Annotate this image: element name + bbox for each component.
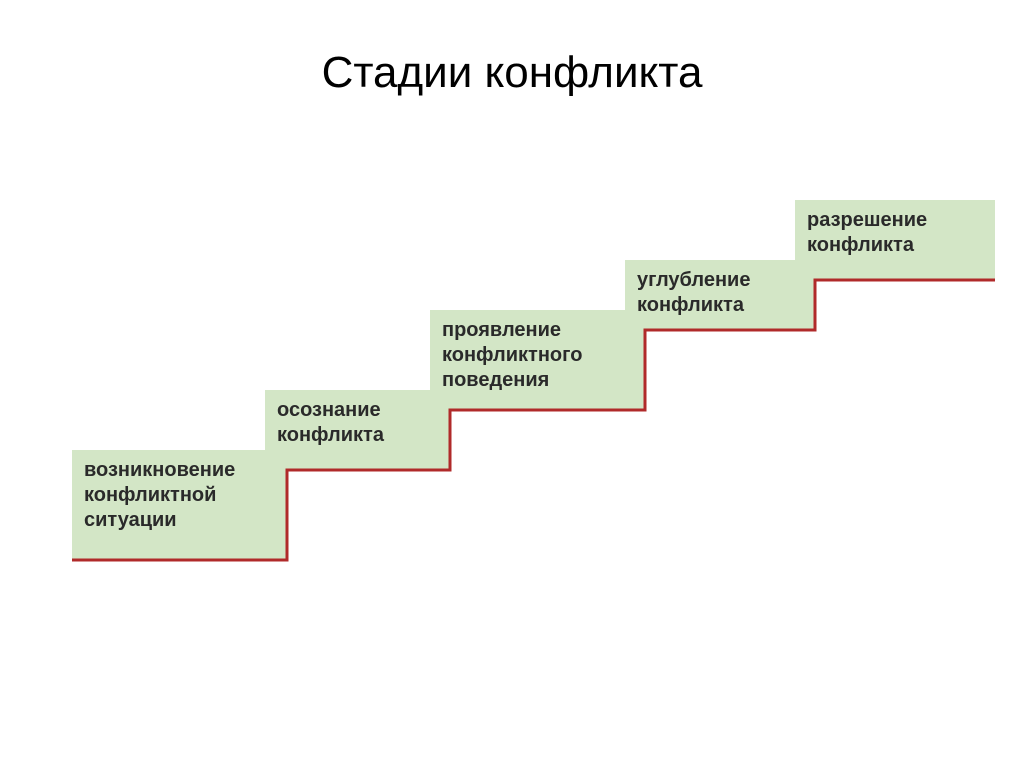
step-label-1: возникновение конфликтной ситуации bbox=[84, 458, 283, 533]
step-label-4: углубление конфликта bbox=[637, 268, 811, 318]
step-label-5: разрешение конфликта bbox=[807, 208, 991, 258]
step-label-3: проявление конфликтного поведения bbox=[442, 318, 641, 393]
step-label-2: осознание конфликта bbox=[277, 398, 446, 448]
staircase-diagram: возникновение конфликтной ситуации осозн… bbox=[0, 0, 1024, 767]
